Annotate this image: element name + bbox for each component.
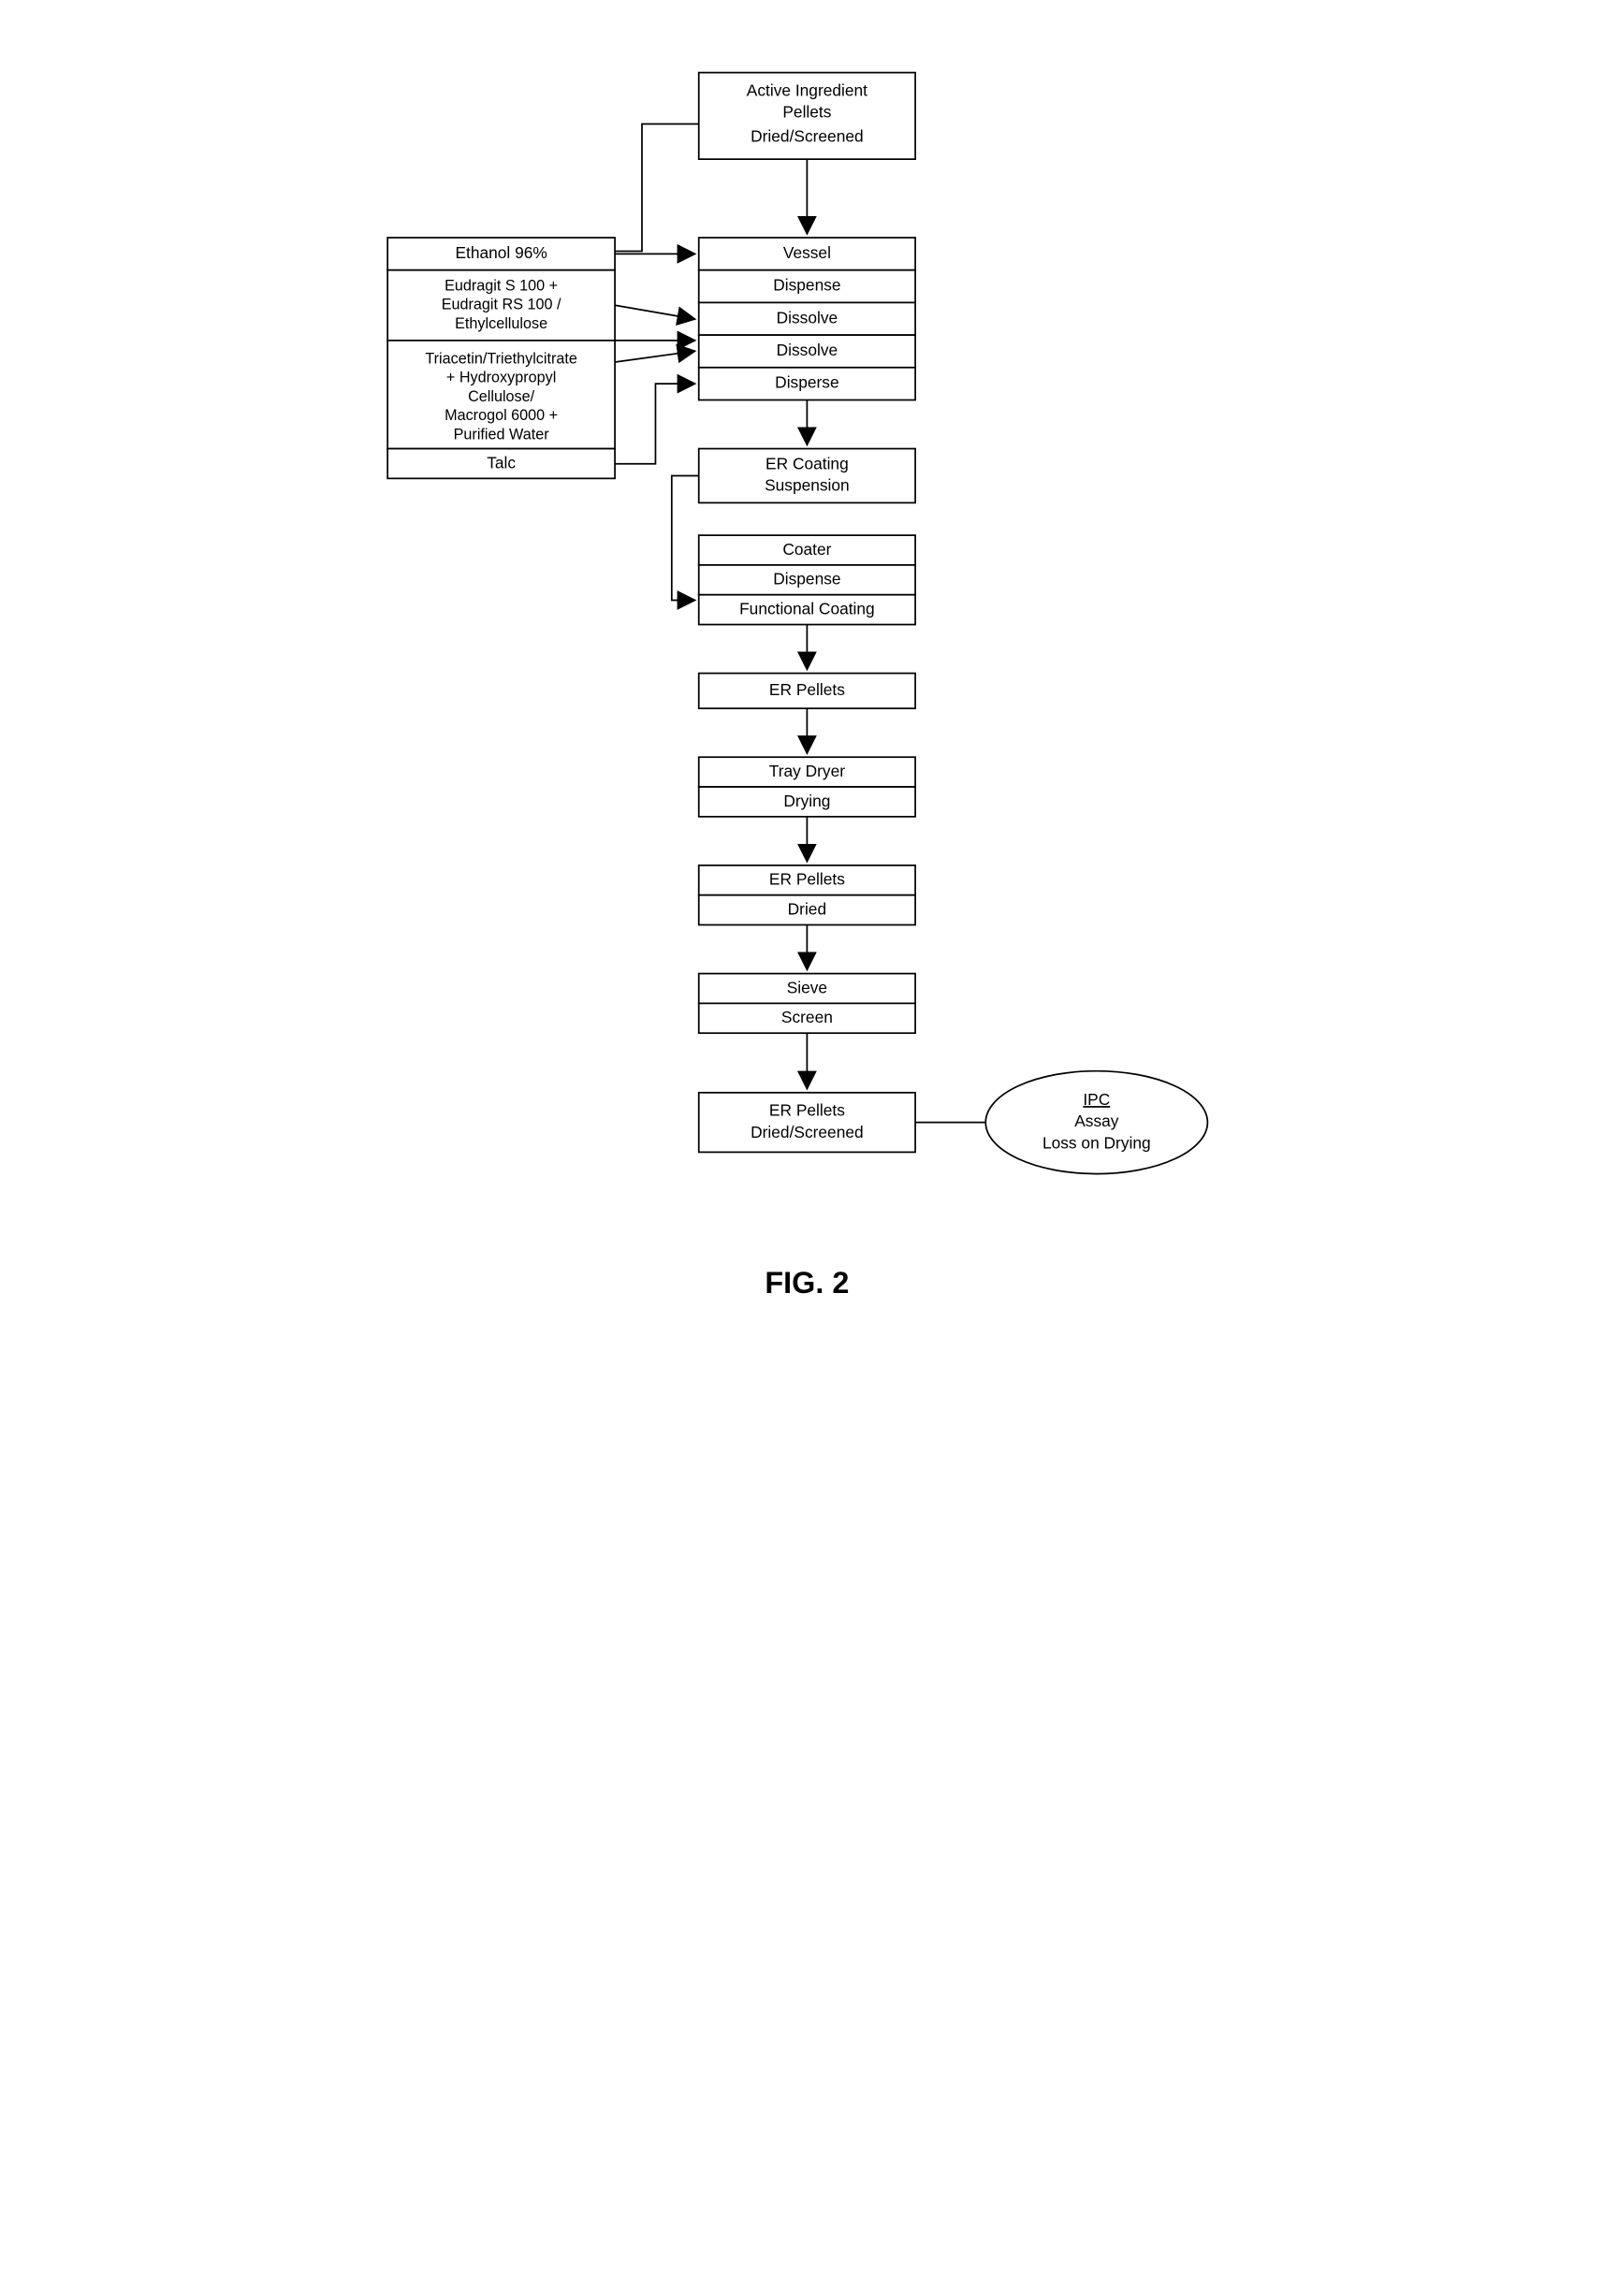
flowchart-diagram: Active Ingredient Pellets Dried/Screened… bbox=[342, 37, 1277, 1365]
text-ipc-l1: IPC bbox=[1083, 1090, 1110, 1109]
edge-ethanol-to-top bbox=[615, 124, 699, 252]
text-triacetin-l1: Triacetin/Triethylcitrate bbox=[425, 350, 577, 367]
text-functional-coating: Functional Coating bbox=[739, 599, 875, 618]
text-coater: Coater bbox=[782, 540, 831, 559]
text-triacetin-l2: + Hydroxypropyl bbox=[445, 370, 555, 386]
text-erpellets2: ER Pellets bbox=[768, 870, 844, 889]
node-ingredients-stack: Ethanol 96% Eudragit S 100 + Eudragit RS… bbox=[387, 238, 615, 478]
text-eudragit-l2: Eudragit RS 100 / bbox=[441, 297, 561, 313]
text-triacetin-l4: Macrogol 6000 + bbox=[445, 407, 558, 424]
node-coater-stack: Coater Dispense Functional Coating bbox=[698, 535, 914, 624]
text-screen: Screen bbox=[780, 1008, 832, 1026]
text-final-l2: Dried/Screened bbox=[751, 1123, 864, 1141]
text-dissolve1: Dissolve bbox=[776, 308, 838, 327]
text-talc: Talc bbox=[487, 453, 516, 472]
edge-talc-to-disperse bbox=[615, 384, 693, 464]
text-ercoating-l2: Suspension bbox=[765, 476, 850, 495]
node-erpellets-dried-stack: ER Pellets Dried bbox=[698, 865, 914, 925]
text-ercoating-l1: ER Coating bbox=[765, 454, 849, 472]
text-triacetin-l3: Cellulose/ bbox=[468, 388, 535, 405]
text-active-ingredient-l2: Pellets bbox=[782, 103, 831, 122]
text-traydryer: Tray Dryer bbox=[768, 762, 844, 780]
text-active-ingredient-l1: Active Ingredient bbox=[746, 80, 867, 99]
text-final-l1: ER Pellets bbox=[768, 1101, 844, 1120]
text-dissolve2: Dissolve bbox=[776, 341, 838, 359]
node-er-coating: ER Coating Suspension bbox=[698, 449, 914, 503]
text-erpellets1: ER Pellets bbox=[768, 680, 844, 699]
node-er-pellets-1: ER Pellets bbox=[698, 674, 914, 709]
text-ipc-l3: Loss on Drying bbox=[1042, 1133, 1150, 1152]
edge-ercoating-to-functional bbox=[671, 475, 698, 600]
text-dispense1: Dispense bbox=[773, 276, 840, 295]
figure-label: FIG. 2 bbox=[765, 1266, 849, 1300]
node-vessel-stack: Vessel Dispense Dissolve Dissolve Disper… bbox=[698, 238, 914, 400]
text-dispense2: Dispense bbox=[773, 570, 840, 589]
node-final: ER Pellets Dried/Screened bbox=[698, 1093, 914, 1153]
text-drying: Drying bbox=[783, 792, 830, 810]
node-traydryer-stack: Tray Dryer Drying bbox=[698, 757, 914, 817]
text-vessel: Vessel bbox=[782, 243, 830, 262]
edge-eudragit-to-dissolve1 bbox=[615, 305, 693, 318]
text-active-ingredient-l3: Dried/Screened bbox=[751, 127, 864, 146]
text-eudragit-l1: Eudragit S 100 + bbox=[445, 277, 558, 294]
node-sieve-stack: Sieve Screen bbox=[698, 974, 914, 1034]
text-eudragit-l3: Ethylcellulose bbox=[455, 315, 547, 332]
text-ipc-l2: Assay bbox=[1074, 1112, 1119, 1130]
edge-triacetin-to-dissolve2 bbox=[615, 351, 693, 362]
node-active-ingredient: Active Ingredient Pellets Dried/Screened bbox=[698, 73, 914, 160]
text-sieve: Sieve bbox=[786, 978, 826, 996]
text-dried: Dried bbox=[787, 899, 825, 918]
text-ethanol: Ethanol 96% bbox=[455, 243, 547, 262]
text-triacetin-l5: Purified Water bbox=[453, 426, 549, 443]
node-ipc-ellipse: IPC Assay Loss on Drying bbox=[985, 1071, 1207, 1174]
text-disperse: Disperse bbox=[775, 373, 838, 392]
